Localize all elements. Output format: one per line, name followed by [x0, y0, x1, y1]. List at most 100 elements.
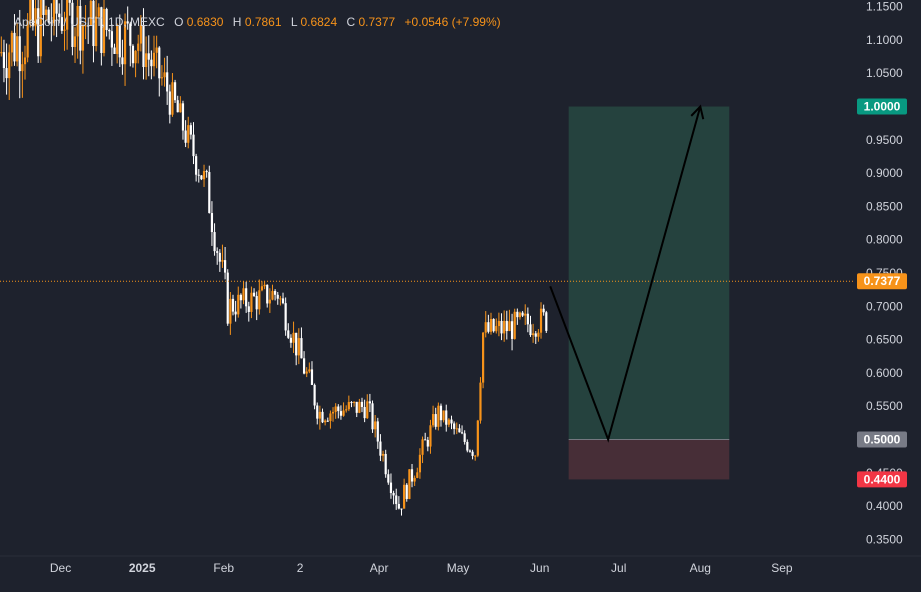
high-value: 0.7861: [245, 15, 282, 29]
candle-body: [113, 47, 116, 54]
candle-body: [295, 332, 298, 356]
candle-body: [492, 318, 495, 332]
close-label: C: [346, 15, 355, 29]
candle-body: [263, 284, 266, 287]
price-tag-label: 1.0000: [864, 100, 901, 114]
candle-body: [503, 320, 506, 334]
candle-body: [297, 338, 300, 356]
candle-body: [216, 251, 219, 253]
low-value: 0.6824: [300, 15, 337, 29]
candle-body: [221, 260, 224, 262]
candle-body: [281, 298, 285, 304]
projection-path: [549, 106, 702, 443]
candle-body: [437, 405, 440, 427]
candle-body: [79, 5, 82, 51]
loss-zone: [568, 439, 730, 480]
candle-body: [539, 308, 543, 333]
candle-body: [532, 333, 535, 336]
price-tag-box: [857, 471, 907, 488]
candle-body: [116, 25, 119, 54]
candle-body: [16, 36, 19, 62]
candle-body: [39, 0, 42, 57]
candle-body: [200, 175, 203, 180]
candle-body: [545, 312, 548, 331]
low-label: L: [291, 15, 298, 29]
candle-body: [468, 450, 472, 452]
candle-body: [237, 294, 240, 315]
candle-body: [329, 413, 332, 422]
x-axis[interactable]: Dec 2025 Feb 2 Apr May Jun Jul Aug Sep: [50, 561, 793, 575]
candle-body: [387, 474, 390, 483]
candle-body: [84, 25, 87, 27]
candle-body: [524, 313, 527, 316]
candle-body: [516, 311, 519, 318]
candle-body: [179, 103, 182, 113]
candle-body: [376, 421, 379, 442]
candle-body: [421, 439, 424, 455]
candle-body: [495, 326, 498, 332]
candle-body: [305, 371, 308, 374]
candle-body: [10, 32, 13, 53]
candle-body: [108, 30, 111, 32]
candle-body: [231, 298, 235, 312]
x-tick-label: Aug: [690, 561, 711, 575]
price-tag-box: [857, 273, 907, 290]
candle-body: [321, 411, 324, 423]
candle-body: [318, 411, 321, 419]
candle-body: [289, 337, 293, 343]
candle-body: [134, 50, 137, 64]
candle-body: [471, 451, 474, 456]
candle-body: [345, 409, 348, 411]
y-tick-label: 1.1500: [866, 0, 903, 14]
candle-body: [18, 36, 21, 72]
candle-body: [529, 324, 532, 336]
candle-body: [66, 0, 69, 30]
candle-body: [358, 401, 361, 413]
price-tags: 1.0000 0.5000 0.4400 0.7377: [857, 98, 907, 488]
candle-body: [73, 36, 77, 47]
candle-body: [302, 358, 306, 374]
candle-body: [197, 174, 200, 176]
candle-body: [389, 482, 393, 493]
candles: [0, 0, 548, 516]
candle-body: [266, 284, 269, 304]
candle-body: [518, 312, 522, 318]
candle-body: [379, 441, 382, 456]
candle-body: [166, 72, 169, 92]
candle-body: [381, 453, 385, 456]
candle-body: [331, 411, 335, 414]
y-tick-label: 1.0500: [866, 66, 903, 80]
candle-body: [205, 171, 208, 173]
candle-body: [223, 260, 227, 273]
candle-body: [450, 419, 453, 424]
candle-body: [397, 503, 400, 509]
candle-body: [173, 82, 177, 101]
candle-body: [489, 318, 493, 332]
candle-body: [47, 9, 50, 23]
open-value: 0.6830: [187, 15, 224, 29]
candle-body: [250, 292, 253, 312]
candle-body: [526, 313, 529, 325]
candle-body: [497, 320, 500, 327]
candle-body: [252, 292, 256, 296]
candle-body: [234, 311, 237, 315]
candle-body: [474, 455, 477, 457]
candle-body: [534, 333, 537, 337]
y-tick-label: 0.8500: [866, 199, 903, 213]
candle-body: [76, 5, 79, 37]
candle-body: [8, 52, 11, 79]
candle-body: [395, 495, 398, 504]
candle-body: [416, 472, 419, 478]
candle-body: [460, 432, 464, 434]
y-tick-label: 0.6500: [866, 333, 903, 347]
candle-body: [100, 7, 103, 53]
candle-body: [147, 53, 150, 60]
candle-body: [276, 294, 279, 299]
candle-body: [279, 298, 282, 300]
candle-body: [431, 414, 435, 426]
candle-body: [242, 288, 245, 301]
candle-body: [50, 22, 53, 24]
candle-body: [308, 369, 311, 372]
